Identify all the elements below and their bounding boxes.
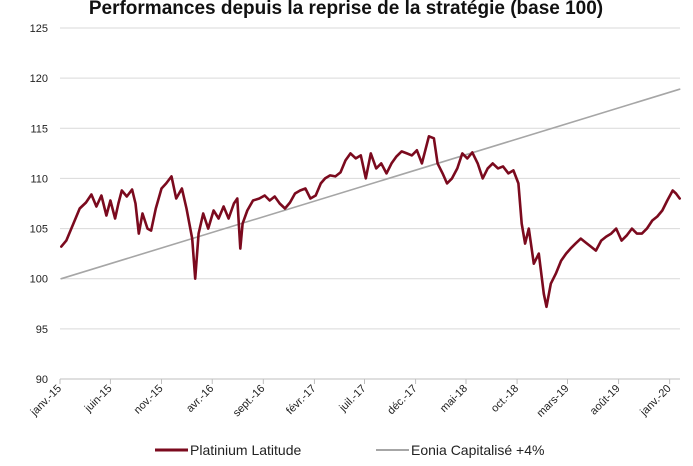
chart-title: Performances depuis la reprise de la str… (89, 0, 603, 19)
x-axis: janv.-15 juin-15 nov.-15 avr.-16 sept.-16 fév… (28, 379, 674, 420)
series-line-eonia (60, 88, 681, 280)
x-tick-label: déc.-17 (385, 383, 419, 417)
x-tick-label: janv.-20 (637, 383, 673, 419)
x-tick-label: août-19 (588, 383, 623, 418)
legend-platinium-latitude-label: Platinium Latitude (190, 442, 302, 458)
y-gridlines (60, 27, 680, 380)
y-tick-label: 90 (36, 374, 48, 386)
y-tick-label: 110 (30, 173, 48, 185)
x-tick-label: mars-19 (535, 383, 572, 420)
x-tick-label: oct.-18 (489, 383, 521, 415)
x-tick-label: sept.-16 (231, 383, 268, 420)
y-tick-label: 120 (30, 73, 48, 85)
x-tick-label: janv.-15 (28, 383, 64, 419)
x-tick-label: avr.-16 (184, 383, 216, 415)
y-tick-label: 95 (36, 324, 48, 336)
series-lines (59, 88, 682, 309)
x-tick-label: févr.-17 (284, 383, 318, 417)
x-tick-label: juil.-17 (337, 383, 369, 415)
x-tick-label: nov.-15 (132, 383, 166, 417)
x-tick-label: juin-15 (82, 383, 115, 416)
x-tick-label: mai-18 (438, 383, 470, 415)
y-tick-label: 125 (30, 23, 48, 35)
y-tick-label: 100 (30, 274, 48, 286)
y-tick-label: 105 (30, 224, 48, 236)
y-tick-label: 115 (30, 123, 48, 135)
legend: Platinium Latitude Eonia Capitalisé +4% (155, 442, 544, 458)
series-line-platinium-latitude (59, 135, 682, 309)
legend-eonia-label: Eonia Capitalisé +4% (411, 442, 544, 458)
y-axis: 90 95 100 105 110 115 120 125 (30, 23, 48, 386)
